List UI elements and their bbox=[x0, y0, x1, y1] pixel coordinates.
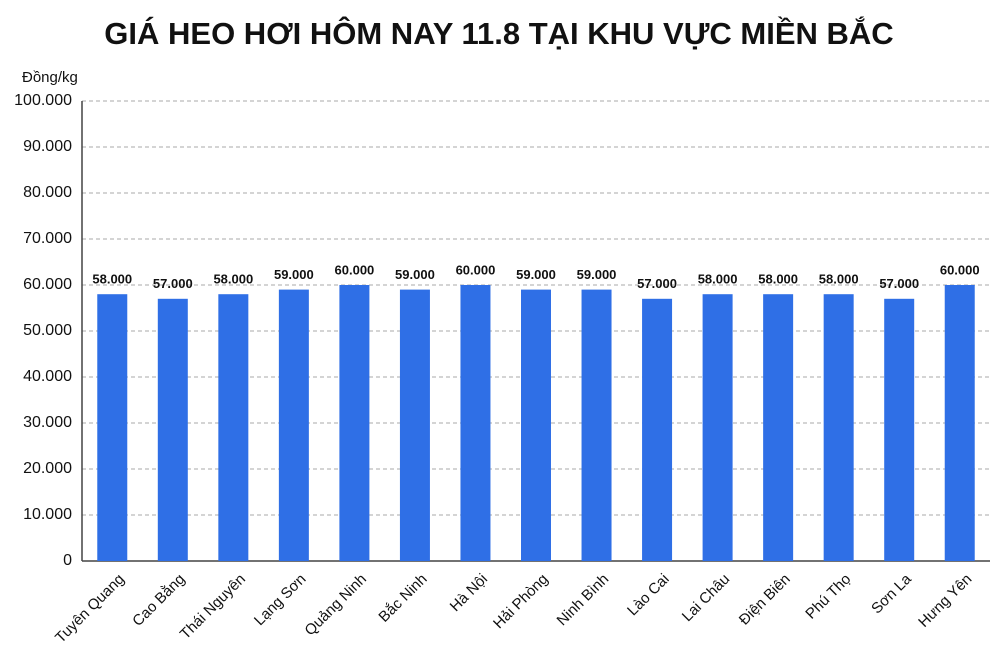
bar bbox=[944, 285, 975, 561]
x-tick-label: Ninh Bình bbox=[554, 571, 613, 630]
y-tick-label: 70.000 bbox=[23, 230, 72, 247]
bar bbox=[702, 294, 733, 561]
y-tick-label: 40.000 bbox=[23, 368, 72, 385]
bar bbox=[763, 294, 794, 561]
y-axis-label: Đồng/kg bbox=[22, 69, 78, 86]
bar bbox=[339, 285, 370, 561]
x-tick-label: Quảng Ninh bbox=[301, 571, 370, 640]
value-label: 57.000 bbox=[879, 276, 919, 291]
value-label: 59.000 bbox=[395, 267, 435, 282]
bar bbox=[521, 289, 551, 561]
bar bbox=[884, 298, 915, 561]
x-tick-label: Tuyên Quang bbox=[52, 571, 128, 647]
x-tick-label: Lạng Sơn bbox=[251, 571, 310, 630]
value-label: 58.000 bbox=[758, 272, 798, 287]
x-tick-label: Cao Bằng bbox=[129, 571, 188, 630]
x-tick-label: Sơn La bbox=[868, 570, 915, 617]
x-tick-label: Hưng Yên bbox=[915, 571, 975, 631]
chart-title: GIÁ HEO HƠI HÔM NAY 11.8 TẠI KHU VỰC MIỀ… bbox=[104, 15, 893, 51]
bar bbox=[823, 294, 854, 561]
y-tick-label: 90.000 bbox=[23, 138, 72, 155]
bar bbox=[460, 285, 491, 561]
value-label: 60.000 bbox=[940, 262, 980, 277]
x-tick-label: Bắc Ninh bbox=[376, 571, 431, 626]
value-label: 59.000 bbox=[516, 267, 556, 282]
value-label: 60.000 bbox=[335, 262, 375, 277]
y-tick-label: 20.000 bbox=[23, 460, 72, 477]
value-label: 60.000 bbox=[456, 262, 496, 277]
bar bbox=[278, 289, 309, 561]
x-tick-label: Hải Phòng bbox=[490, 571, 552, 633]
value-label: 59.000 bbox=[274, 267, 314, 282]
x-tick-label: Lai Châu bbox=[679, 571, 733, 625]
value-label: 57.000 bbox=[637, 276, 677, 291]
x-tick-label: Thái Nguyên bbox=[177, 571, 249, 643]
value-label: 59.000 bbox=[577, 267, 617, 282]
y-tick-label: 100.000 bbox=[14, 92, 72, 109]
y-tick-label: 50.000 bbox=[23, 322, 72, 339]
y-tick-label: 10.000 bbox=[23, 506, 72, 523]
x-tick-label: Điện Biên bbox=[736, 571, 794, 629]
value-label: 58.000 bbox=[92, 272, 132, 287]
value-label: 57.000 bbox=[153, 276, 193, 291]
x-tick-label: Hà Nội bbox=[447, 571, 491, 615]
y-tick-label: 0 bbox=[63, 552, 72, 569]
bar bbox=[97, 294, 128, 561]
bar bbox=[218, 294, 249, 561]
value-label: 58.000 bbox=[213, 272, 253, 287]
bar bbox=[581, 289, 612, 561]
value-label: 58.000 bbox=[819, 272, 859, 287]
bar bbox=[157, 298, 188, 561]
y-tick-label: 30.000 bbox=[23, 414, 72, 431]
x-tick-label: Phú Thọ bbox=[802, 571, 854, 623]
y-tick-label: 80.000 bbox=[23, 184, 72, 201]
x-tick-label: Lào Cai bbox=[624, 571, 673, 620]
bar bbox=[642, 298, 673, 561]
y-tick-label: 60.000 bbox=[23, 276, 72, 293]
bar bbox=[399, 289, 430, 561]
value-label: 58.000 bbox=[698, 272, 738, 287]
